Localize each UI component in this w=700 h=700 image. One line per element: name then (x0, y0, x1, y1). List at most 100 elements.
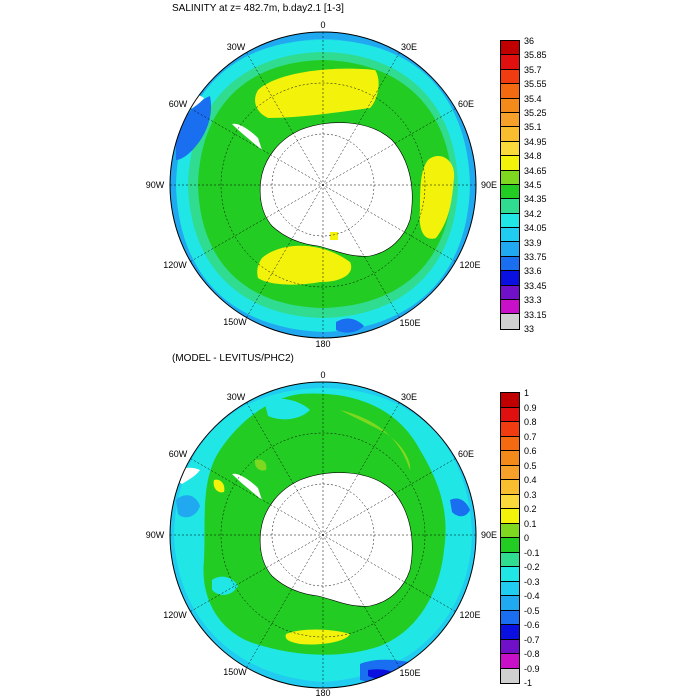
bottom-colorbar-tick-label: 0.5 (524, 460, 537, 471)
top-lon-label-90e: 90E (480, 180, 498, 190)
bottom-map-title: (MODEL - LEVITUS/PHC2) (172, 353, 294, 364)
bottom-colorbar-swatch (501, 639, 519, 654)
top-lon-label-150w: 150W (223, 317, 247, 327)
top-map-title: SALINITY at z= 482.7m, b.day2.1 [1-3] (172, 3, 344, 14)
bottom-colorbar-tick-label: 0 (524, 533, 530, 543)
top-colorbar-swatch (501, 285, 519, 301)
top-colorbar-swatch (501, 127, 519, 142)
top-lon-label-90w: 90W (145, 180, 165, 190)
bottom-colorbar-tick-label: 0.9 (524, 402, 537, 413)
top-lon-label-30e: 30E (400, 42, 418, 52)
bottom-colorbar (500, 392, 520, 684)
bottom-lon-label-60e: 60E (457, 449, 475, 459)
bottom-lon-label-120w: 120W (163, 610, 187, 620)
bottom-lon-label-120e: 120E (459, 610, 481, 620)
top-colorbar-swatch (501, 256, 519, 272)
bottom-lon-label-180: 180 (315, 688, 331, 698)
bottom-colorbar-tick-label: 0.1 (524, 518, 537, 529)
top-colorbar-tick-label: 34.5 (524, 180, 542, 190)
bottom-difference-map (169, 381, 477, 689)
bottom-colorbar-swatch (501, 494, 519, 509)
top-colorbar-swatch (501, 170, 519, 185)
top-colorbar-swatch (501, 55, 519, 70)
top-lon-label-60e: 60E (457, 99, 475, 109)
top-colorbar-tick-label: 35.4 (524, 93, 542, 104)
top-colorbar-swatch (501, 300, 519, 315)
bottom-colorbar-tick-label: 0.3 (524, 489, 537, 500)
top-colorbar-tick-label: 35.1 (524, 122, 542, 133)
top-colorbar-swatch (501, 98, 519, 113)
bottom-lon-label-60w: 60W (168, 449, 188, 459)
bottom-colorbar-swatch (501, 393, 519, 408)
bottom-colorbar-swatch (501, 480, 519, 495)
top-colorbar-swatch (501, 156, 519, 171)
bottom-colorbar-tick-label: 1 (524, 388, 530, 398)
top-colorbar-swatch (501, 69, 519, 85)
bottom-colorbar-swatch (501, 625, 519, 640)
top-colorbar-tick-label: 34.35 (524, 194, 547, 205)
top-colorbar-tick-label: 33.9 (524, 237, 542, 248)
top-colorbar-tick-label: 35.25 (524, 108, 547, 118)
bottom-colorbar-swatch (501, 451, 519, 466)
top-lon-label-30w: 30W (226, 42, 246, 52)
bottom-colorbar-tick-label: -1 (524, 678, 533, 688)
bottom-colorbar-swatch (501, 407, 519, 422)
top-colorbar-tick-label: 35.55 (524, 79, 547, 90)
bottom-colorbar-swatch (501, 596, 519, 611)
top-salinity-map (169, 31, 477, 339)
bottom-colorbar-swatch (501, 567, 519, 582)
top-colorbar-tick-label: 34.65 (524, 165, 547, 176)
top-colorbar-tick-label: 33 (524, 324, 535, 334)
bottom-colorbar-tick-label: 0.7 (524, 431, 537, 442)
top-colorbar (500, 40, 520, 330)
top-colorbar-swatch (501, 242, 519, 257)
top-colorbar-tick-label: 34.8 (524, 151, 542, 162)
top-lon-label-180: 180 (315, 339, 331, 349)
top-colorbar-swatch (501, 213, 519, 229)
bottom-colorbar-tick-label: 0.8 (524, 417, 537, 427)
bottom-lon-label-30w: 30W (226, 392, 246, 402)
bottom-colorbar-tick-label: 0.2 (524, 504, 537, 514)
bottom-colorbar-swatch (501, 581, 519, 596)
top-colorbar-tick-label: 35.7 (524, 64, 542, 75)
top-colorbar-tick-label: 33.3 (524, 295, 542, 306)
top-colorbar-tick-label: 33.45 (524, 280, 547, 291)
bottom-colorbar-tick-label: -0.5 (524, 605, 540, 616)
bottom-colorbar-tick-label: 0.6 (524, 446, 537, 456)
top-colorbar-tick-label: 35.85 (524, 50, 547, 61)
bottom-colorbar-swatch (501, 436, 519, 451)
top-lon-label-60w: 60W (168, 99, 188, 109)
bottom-lon-label-150w: 150W (223, 667, 247, 677)
bottom-colorbar-tick-label: -0.9 (524, 663, 540, 674)
top-colorbar-swatch (501, 41, 519, 56)
bottom-colorbar-swatch (501, 610, 519, 625)
bottom-colorbar-swatch (501, 422, 519, 437)
top-colorbar-tick-label: 33.75 (524, 252, 547, 262)
bottom-colorbar-tick-label: -0.2 (524, 562, 540, 572)
bottom-lon-label-150e: 150E (399, 668, 421, 678)
top-colorbar-swatch (501, 271, 519, 286)
top-colorbar-tick-label: 34.2 (524, 208, 542, 219)
bottom-colorbar-swatch (501, 654, 519, 669)
top-lon-label-120e: 120E (459, 260, 481, 270)
top-colorbar-swatch (501, 199, 519, 214)
top-colorbar-tick-label: 36 (524, 36, 535, 46)
bottom-lon-label-0: 0 (320, 370, 326, 380)
top-lon-label-120w: 120W (163, 260, 187, 270)
bottom-lon-label-30e: 30E (400, 392, 418, 402)
bottom-colorbar-swatch (501, 668, 519, 683)
bottom-colorbar-tick-label: -0.6 (524, 620, 540, 630)
top-colorbar-tick-label: 34.95 (524, 136, 547, 147)
bottom-lon-label-90w: 90W (145, 530, 165, 540)
top-colorbar-swatch (501, 314, 519, 329)
top-colorbar-swatch (501, 141, 519, 157)
top-colorbar-tick-label: 34.05 (524, 223, 547, 234)
bottom-colorbar-tick-label: -0.1 (524, 547, 540, 558)
bottom-lon-label-90e: 90E (480, 530, 498, 540)
bottom-colorbar-swatch (501, 523, 519, 538)
bottom-colorbar-swatch (501, 465, 519, 480)
top-colorbar-swatch (501, 228, 519, 243)
bottom-colorbar-swatch (501, 509, 519, 524)
bottom-colorbar-tick-label: -0.8 (524, 649, 540, 659)
top-lon-label-150e: 150E (399, 318, 421, 328)
